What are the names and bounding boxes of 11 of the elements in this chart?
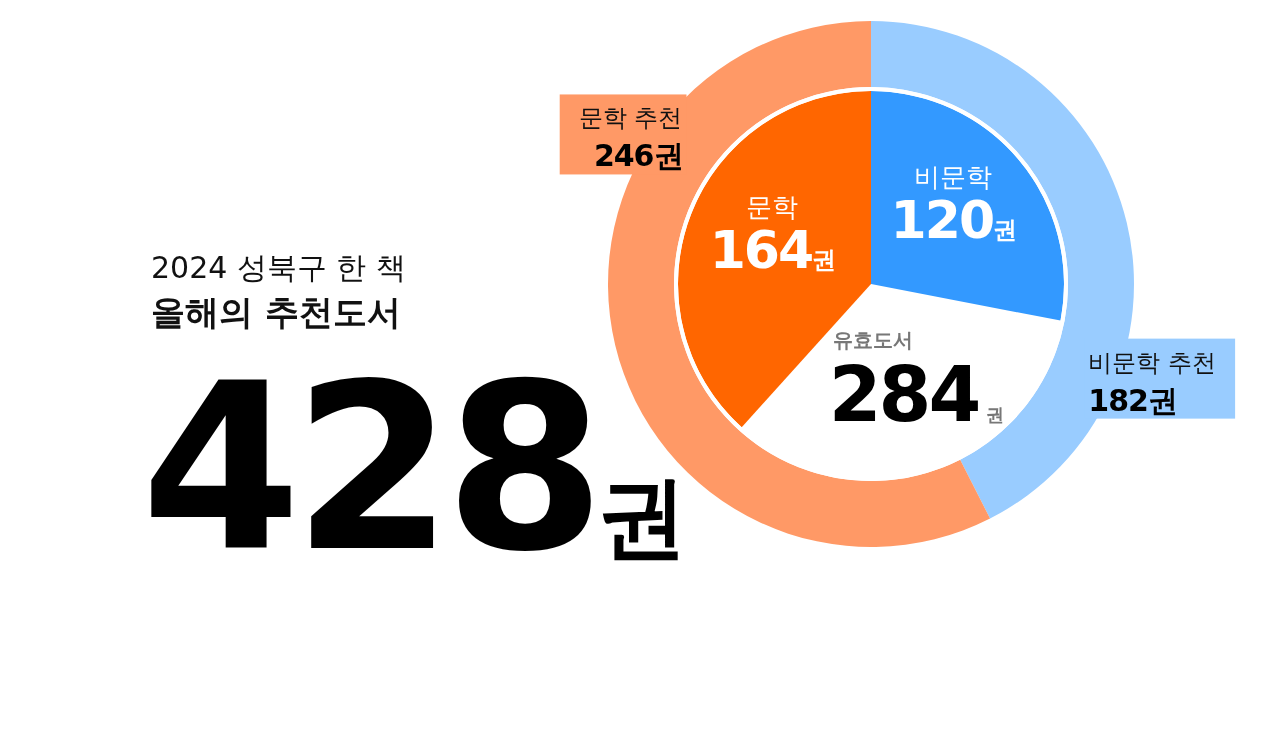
slice-label: 문학 추천 [578,104,683,133]
data-label: 164권 [709,219,835,280]
slice-label: 비문학 추천 [1088,348,1216,377]
slice-label: 비문학 [913,162,992,193]
data-label: 182권 [1088,382,1177,418]
text: 428권 [141,335,688,602]
data-label: 246권 [593,138,683,174]
text: 올해의 추천도서 [151,292,401,332]
slice-label: 문학 [745,191,798,222]
data-label: 120권 [890,190,1016,251]
text: 2024 성북구 한 책 [151,250,406,285]
